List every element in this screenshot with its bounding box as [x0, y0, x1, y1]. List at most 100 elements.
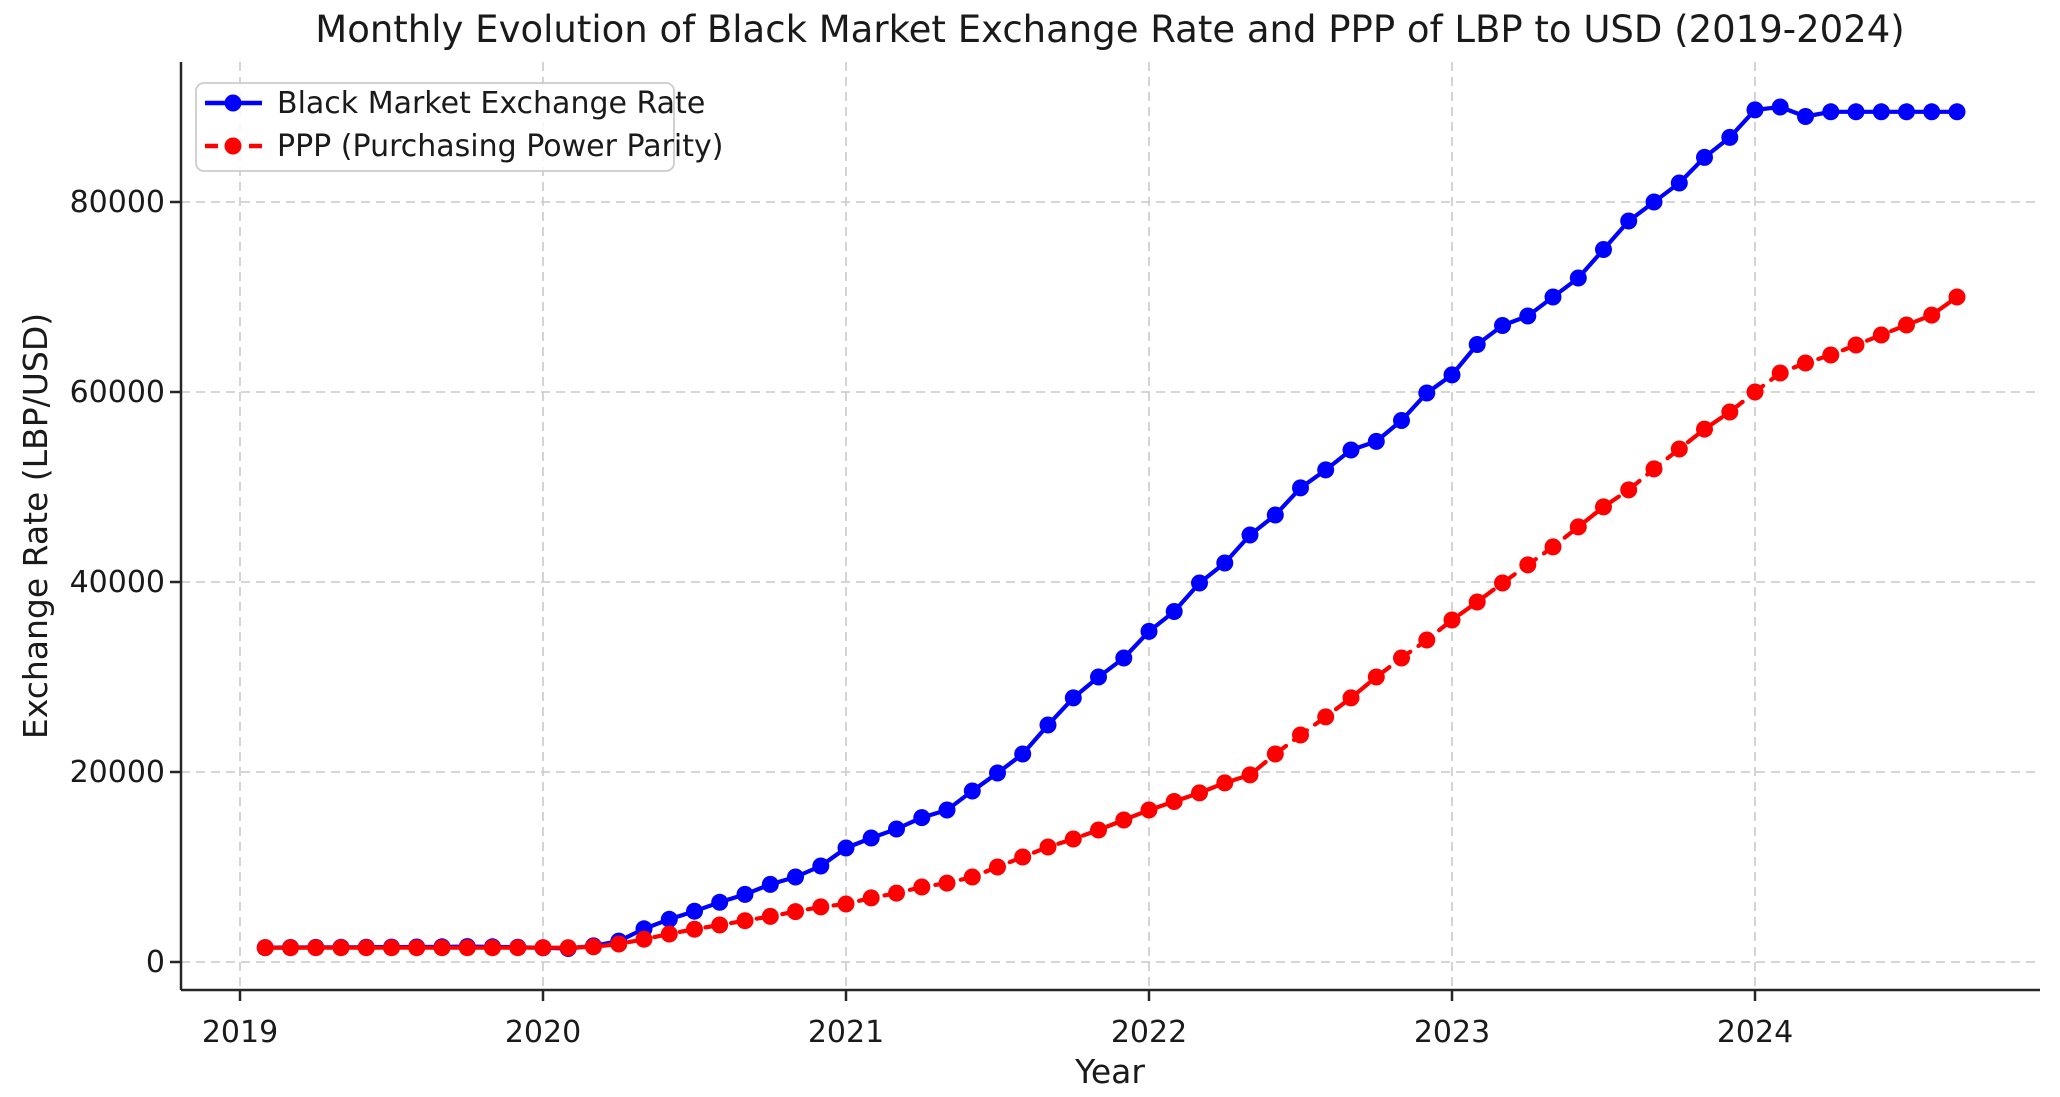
ppp-point-2020-02: [559, 939, 577, 957]
legend-box: [195, 82, 675, 172]
black-market-point-2024-02: [1771, 98, 1789, 116]
black-market-point-2022-10: [1367, 432, 1385, 450]
black-market-point-2021-02: [862, 829, 880, 847]
black-market-point-2021-11: [1090, 668, 1107, 686]
x-tick-label-2021: 2021: [808, 1015, 884, 1050]
ppp-point-2021-07: [989, 858, 1006, 876]
ppp-point-2021-06: [963, 868, 981, 886]
black-market-point-2022-02: [1165, 603, 1183, 620]
ppp-point-2023-09: [1645, 460, 1663, 478]
grid-layer: [181, 62, 2040, 990]
x-tick-label-2019: 2019: [202, 1015, 278, 1050]
ppp-point-2020-05: [635, 930, 653, 948]
ppp-point-2021-01: [837, 895, 855, 913]
black-market-point-2024-07: [1898, 103, 1915, 121]
ppp-point-2019-07: [383, 939, 400, 957]
ppp-point-2023-06: [1569, 518, 1587, 536]
chart-title: Monthly Evolution of Black Market Exchan…: [315, 8, 1904, 51]
legend-label-black-market: Black Market Exchange Rate: [277, 86, 705, 121]
ppp-point-2021-05: [938, 874, 956, 892]
ppp-point-2022-06: [1266, 745, 1284, 763]
ppp-point-2019-10: [458, 939, 476, 957]
black-market-point-2023-05: [1544, 288, 1562, 306]
ppp-point-2021-10: [1064, 830, 1082, 848]
ppp-point-2022-01: [1140, 801, 1158, 819]
ppp-point-2020-11: [787, 903, 804, 921]
ppp-point-2023-10: [1670, 440, 1688, 458]
black-market-point-2022-04: [1216, 554, 1234, 572]
black-market-point-2022-06: [1266, 506, 1284, 524]
ppp-point-2019-12: [509, 939, 527, 957]
ppp-point-2024-06: [1872, 326, 1890, 344]
ppp-point-2020-01: [534, 939, 552, 957]
ppp-point-2022-08: [1317, 708, 1335, 726]
x-tick-label-2023: 2023: [1414, 1015, 1490, 1050]
ppp-point-2022-12: [1418, 631, 1436, 649]
ppp-point-2020-12: [812, 898, 830, 916]
black-market-point-2023-11: [1696, 148, 1713, 166]
black-market-point-2022-08: [1317, 461, 1335, 479]
ppp-point-2019-11: [484, 939, 501, 957]
ppp-point-2023-04: [1519, 556, 1537, 574]
black-market-point-2024-08: [1923, 103, 1941, 121]
black-market-point-2024-09: [1948, 103, 1966, 121]
black-market-point-2024-01: [1746, 101, 1764, 119]
ppp-point-2022-03: [1191, 784, 1208, 802]
black-market-point-2022-07: [1292, 479, 1309, 497]
black-market-point-2021-04: [913, 809, 931, 827]
legend-sample-marker-blue: [224, 94, 242, 112]
ppp-point-2020-10: [761, 907, 779, 925]
ppp-point-2020-08: [711, 916, 729, 934]
black-market-point-2021-07: [989, 764, 1006, 782]
ppp-point-2023-05: [1544, 538, 1562, 556]
y-tick-label-20000: 20000: [70, 755, 165, 790]
black-market-point-2020-06: [660, 910, 678, 928]
ppp-point-2021-12: [1115, 811, 1133, 829]
ppp-point-2023-08: [1620, 481, 1638, 499]
x-tick-label-2022: 2022: [1111, 1015, 1187, 1050]
ppp-point-2024-07: [1898, 316, 1915, 334]
black-market-point-2020-08: [711, 893, 729, 911]
black-market-point-2021-05: [938, 801, 956, 819]
ppp-point-2023-02: [1468, 593, 1486, 611]
ppp-point-2023-11: [1696, 420, 1713, 438]
ppp-line: [263, 294, 1960, 950]
ppp-point-2023-03: [1494, 574, 1511, 592]
x-axis-label: Year: [1074, 1052, 1145, 1091]
black-market-point-2020-10: [761, 875, 779, 893]
ppp-point-2019-04: [307, 939, 325, 957]
ppp-point-2021-08: [1014, 848, 1032, 866]
y-tick-label-80000: 80000: [70, 185, 165, 220]
black-market-point-2022-09: [1342, 441, 1360, 459]
black-market-point-2023-08: [1620, 212, 1638, 230]
y-tick-label-60000: 60000: [70, 375, 165, 410]
y-tick-label-0: 0: [146, 945, 165, 980]
legend-sample-marker-red: [224, 137, 242, 155]
black-market-point-2020-12: [812, 857, 830, 875]
ppp-point-2021-09: [1039, 838, 1057, 856]
black-market-point-2023-09: [1645, 193, 1663, 211]
ppp-point-2021-02: [862, 889, 880, 907]
black-market-point-2022-05: [1241, 526, 1259, 544]
ppp-point-2024-04: [1822, 346, 1840, 364]
ppp-point-2020-04: [610, 935, 628, 953]
ppp-point-2024-09: [1948, 288, 1966, 306]
black-market-point-2023-04: [1519, 307, 1537, 325]
tick-layer: 2019 2020 2021 2022 2023 2024 0 20000 40000 60000…: [70, 185, 1794, 1050]
ppp-point-2019-09: [433, 939, 451, 957]
black-market-point-2020-07: [686, 902, 703, 920]
black-market-point-2021-01: [837, 839, 855, 857]
x-tick-label-2020: 2020: [505, 1015, 581, 1050]
black-market-point-2024-05: [1847, 103, 1865, 121]
ppp-point-2023-12: [1721, 403, 1739, 421]
black-market-point-2024-03: [1797, 108, 1814, 125]
black-market-point-2021-03: [888, 820, 905, 838]
black-market-point-2022-01: [1140, 622, 1158, 640]
black-market-point-2021-10: [1064, 689, 1082, 707]
ppp-point-2020-09: [736, 912, 754, 930]
ppp-point-2024-02: [1771, 364, 1789, 382]
black-market-line: [263, 104, 1960, 951]
ppp-point-2020-03: [585, 938, 602, 956]
